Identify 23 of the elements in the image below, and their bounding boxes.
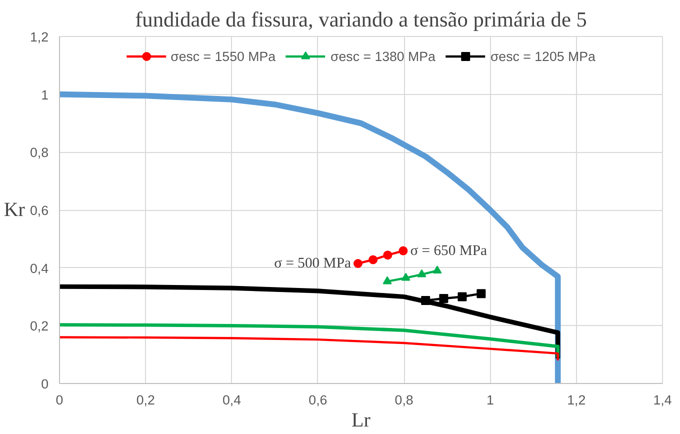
x-tick-label: 1 [486,392,494,408]
y-tick-label: 1,2 [30,30,49,44]
legend-label: σesc = 1205 MPa [490,48,596,64]
x-axis-title: Lr [352,410,371,432]
legend-label: σesc = 1550 MPa [170,48,276,64]
y-tick-label: 1 [41,87,49,102]
y-tick-label: 0,4 [30,260,50,276]
x-tick-label: 0,4 [222,392,242,408]
x-tick-label: 0,2 [136,392,155,408]
annotation: σ = 500 MPa [274,255,352,272]
y-tick-label: 0 [41,376,49,392]
y-axis-title: Kr [4,199,26,221]
chart-title: fundidade da fissura, variando a tensão primária de 5 [135,8,587,32]
y-tick-label: 0,8 [30,145,49,160]
annotation: σ = 650 MPa [410,242,488,259]
x-tick-label: 1,2 [567,392,586,408]
x-tick-label: 0 [56,392,64,408]
y-tick-label: 0,2 [30,318,49,334]
x-tick-label: 1,4 [653,392,672,408]
x-tick-label: 0,6 [308,392,328,408]
legend-label: σesc = 1380 MPa [330,48,436,64]
y-tick-label: 0,6 [30,203,49,218]
x-tick-label: 0,8 [394,392,414,408]
